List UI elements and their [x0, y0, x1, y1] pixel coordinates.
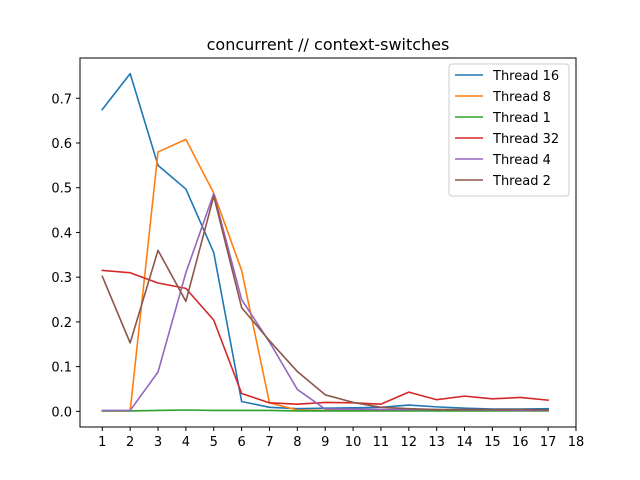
- legend-label-thread-8: Thread 8: [492, 90, 551, 105]
- y-tick-label: 0.1: [51, 361, 72, 376]
- y-tick-label: 0.4: [51, 226, 72, 241]
- series-line-thread-1: [101, 409, 549, 412]
- series-lines: [101, 72, 550, 412]
- x-tick-label: 17: [540, 435, 557, 450]
- y-tick-label: 0.0: [51, 405, 72, 420]
- series-line-thread-2: [101, 195, 549, 411]
- legend-label-thread-16: Thread 16: [492, 69, 559, 84]
- y-tick-label: 0.6: [51, 137, 72, 152]
- legend-label-thread-2: Thread 2: [492, 174, 551, 189]
- x-tick-label: 16: [512, 435, 529, 450]
- x-tick-label: 11: [373, 435, 390, 450]
- legend-label-thread-1: Thread 1: [492, 111, 551, 126]
- plot-frame: [79, 57, 577, 428]
- y-tick-label: 0.2: [51, 316, 72, 331]
- chart-title: concurrent // context-switches: [207, 35, 450, 54]
- x-tick-label: 4: [182, 435, 190, 450]
- legend: Thread 16 Thread 8 Thread 1 Thread 32 Thread…: [448, 63, 570, 197]
- x-tick-label: 18: [568, 435, 585, 450]
- legend-label-thread-32: Thread 32: [492, 132, 559, 147]
- y-tick-label: 0.7: [51, 92, 72, 107]
- y-tick-label: 0.5: [51, 182, 72, 197]
- x-tick-label: 3: [154, 435, 162, 450]
- x-tick-label: 6: [237, 435, 245, 450]
- x-tick-label: 2: [126, 435, 134, 450]
- x-tick-label: 9: [321, 435, 329, 450]
- x-tick-label: 13: [428, 435, 445, 450]
- x-tick-label: 15: [484, 435, 501, 450]
- x-tick-label: 14: [456, 435, 473, 450]
- x-tick-label: 5: [210, 435, 218, 450]
- x-tick-label: 7: [265, 435, 273, 450]
- legend-label-thread-4: Thread 4: [492, 153, 551, 168]
- x-tick-label: 10: [345, 435, 362, 450]
- series-line-thread-4: [101, 192, 549, 412]
- y-tick-label: 0.3: [51, 271, 72, 286]
- axes: 1 2 3 4 5 6 7 8 9 10 11 12 13 14 15 16 17 180.00.10.20.30…: [51, 57, 585, 450]
- series-line-thread-32: [101, 269, 550, 405]
- x-tick-label: 12: [401, 435, 418, 450]
- legend-box: [448, 63, 570, 197]
- x-tick-label: 8: [293, 435, 301, 450]
- x-tick-label: 1: [98, 435, 106, 450]
